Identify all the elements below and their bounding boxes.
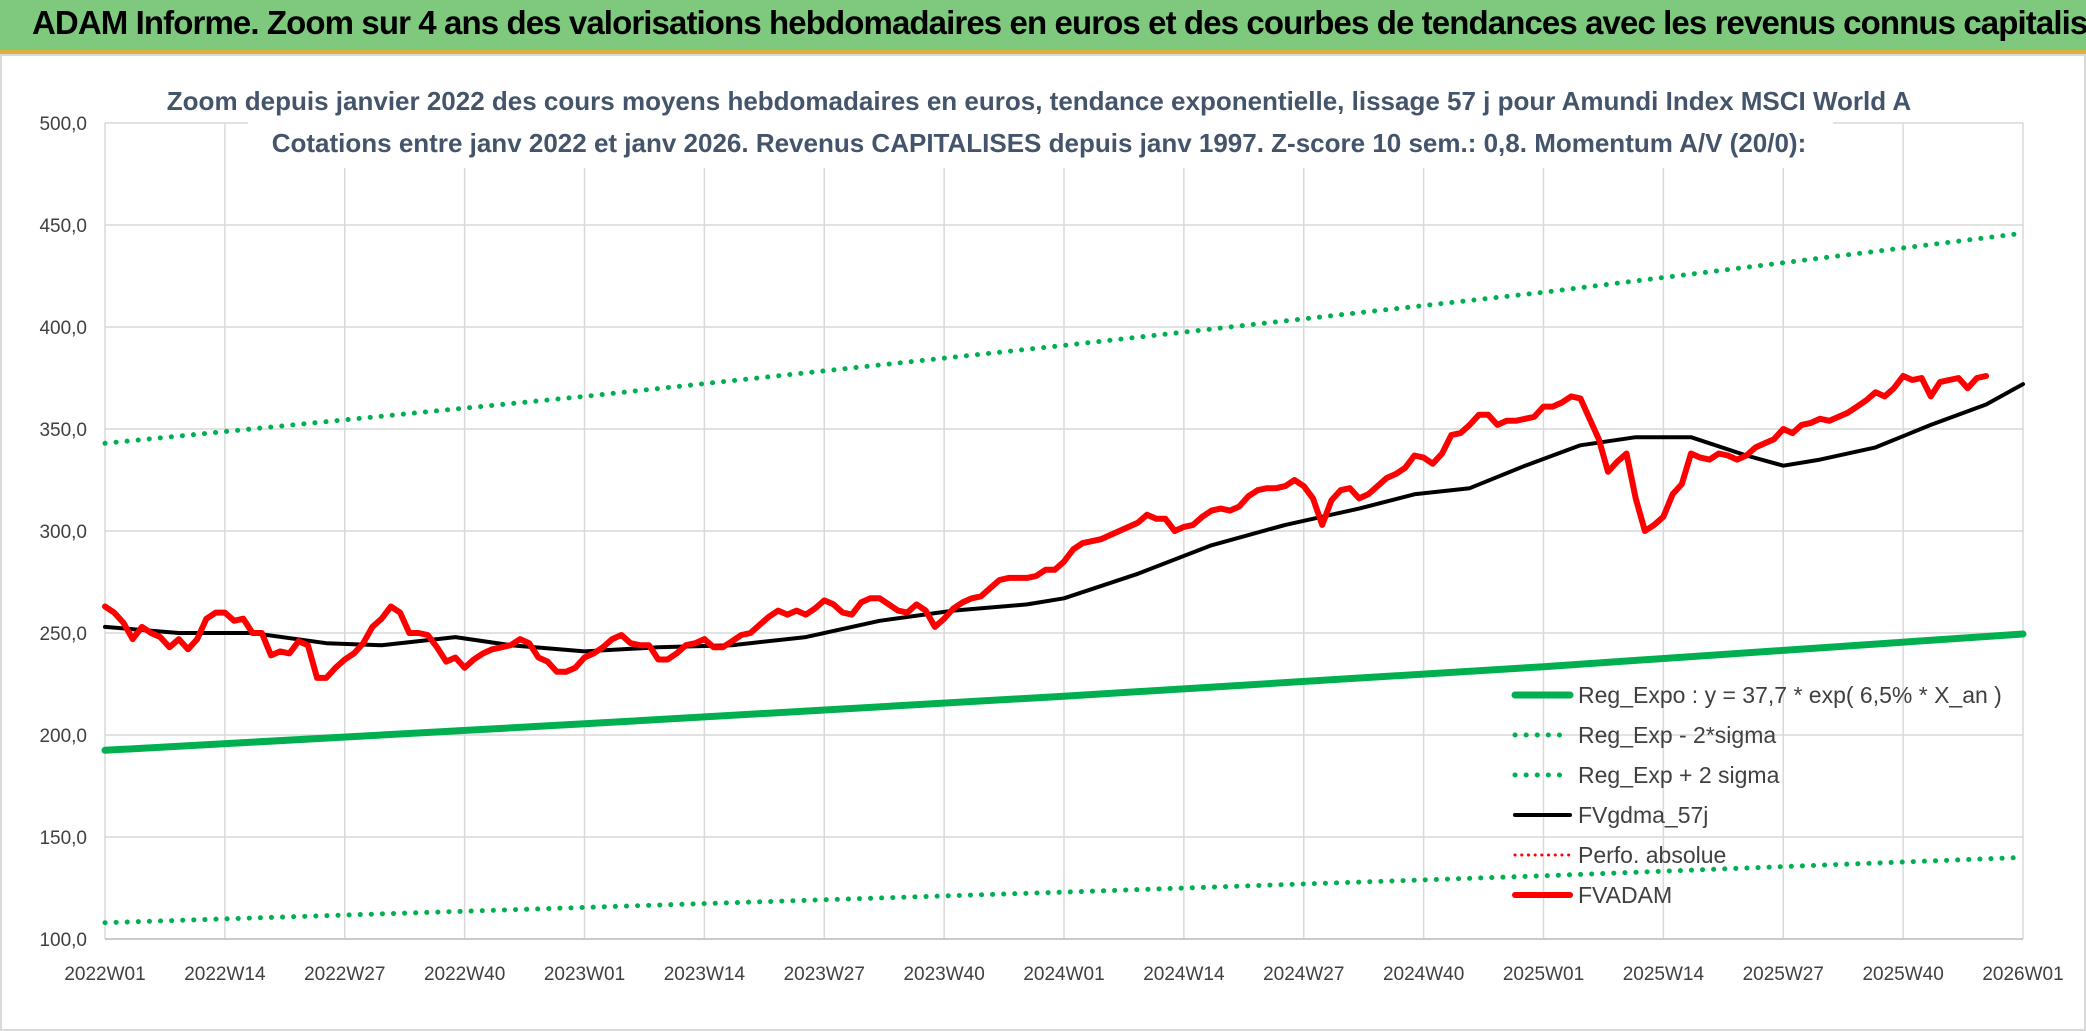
- x-tick-label: 2024W40: [1383, 964, 1464, 985]
- legend-label: Perfo. absolue: [1578, 842, 1726, 868]
- series-line: [102, 373, 1990, 681]
- x-tick-label: 2024W14: [1143, 964, 1225, 985]
- grid-layer: [104, 122, 2024, 940]
- series-line: [102, 230, 2026, 446]
- x-tick-label: 2025W27: [1743, 964, 1824, 985]
- y-tick-label: 100,0: [39, 930, 87, 951]
- header-banner: ADAM Informe. Zoom sur 4 ans des valoris…: [0, 0, 2086, 54]
- y-tick-label: 300,0: [39, 522, 87, 543]
- x-tick-label: 2025W14: [1623, 964, 1705, 985]
- x-tick-label: 2025W01: [1503, 964, 1584, 985]
- chart-title: Zoom depuis janvier 2022 des cours moyen…: [167, 80, 1912, 168]
- series-layer: [101, 230, 2027, 926]
- legend-label: FVgdma_57j: [1578, 802, 1708, 828]
- x-tick-label: 2022W01: [64, 964, 145, 985]
- legend-label: Reg_Expo : y = 37,7 * exp( 6,5% * X_an ): [1578, 682, 2002, 708]
- x-tick-label: 2023W27: [784, 964, 865, 985]
- y-tick-label: 450,0: [39, 216, 87, 237]
- x-axis: 2022W01 2022W14 2022W27 2022W40 2023W01 2023W…: [64, 964, 2063, 985]
- legend-label: Reg_Exp + 2 sigma: [1578, 762, 1780, 788]
- x-tick-label: 2023W01: [544, 964, 625, 985]
- y-tick-label: 500,0: [39, 114, 87, 135]
- y-tick-label: 350,0: [39, 420, 87, 441]
- y-tick-label: 150,0: [39, 828, 87, 849]
- legend-label: Reg_Exp - 2*sigma: [1578, 722, 1776, 748]
- legend: Reg_Expo : y = 37,7 * exp( 6,5% * X_an )…: [1511, 682, 2002, 908]
- x-tick-label: 2022W40: [424, 964, 505, 985]
- x-tick-label: 2022W27: [304, 964, 385, 985]
- series-line: [103, 382, 2025, 654]
- chart-title-line1: Zoom depuis janvier 2022 des cours moyen…: [167, 86, 1912, 116]
- y-tick-label: 200,0: [39, 726, 87, 747]
- x-tick-label: 2023W14: [664, 964, 746, 985]
- x-tick-label: 2023W40: [903, 964, 984, 985]
- x-tick-label: 2024W27: [1263, 964, 1344, 985]
- x-tick-label: 2022W14: [184, 964, 266, 985]
- x-tick-label: 2026W01: [1982, 964, 2063, 985]
- series-line: [101, 630, 2027, 754]
- header-title: ADAM Informe. Zoom sur 4 ans des valoris…: [32, 4, 2086, 41]
- x-tick-label: 2025W40: [1862, 964, 1943, 985]
- y-tick-label: 250,0: [39, 624, 87, 645]
- y-tick-label: 400,0: [39, 318, 87, 339]
- legend-label: FVADAM: [1578, 882, 1672, 908]
- x-tick-label: 2024W01: [1023, 964, 1104, 985]
- series-line: [102, 854, 2026, 926]
- chart-title-line2: Cotations entre janv 2022 et janv 2026. …: [272, 128, 1807, 158]
- chart-title-background: [248, 80, 1833, 168]
- y-axis: 100,0 150,0 200,0 250,0 300,0 350,0 400,0 450,0…: [39, 114, 87, 951]
